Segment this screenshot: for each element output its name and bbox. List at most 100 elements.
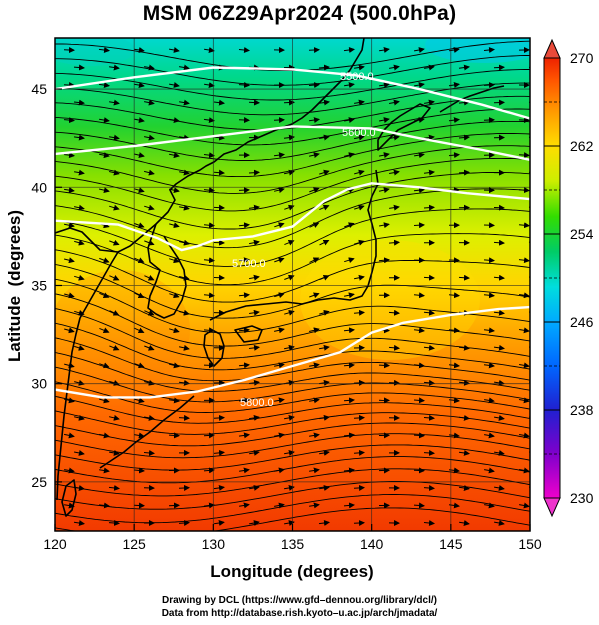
wind-arrow [423,485,435,491]
wind-arrow [73,134,85,141]
wind-arrow [458,449,470,456]
wind-arrow [389,169,400,176]
y-axis-title: Latitude (degrees) [5,210,24,362]
contour-5600.0 [55,125,530,161]
wind-arrow [319,134,330,141]
wind-arrow [309,502,320,509]
wind-arrow [413,467,425,474]
wind-arrow [213,449,225,456]
wind-arrow [133,152,145,159]
wind-arrow [144,310,155,316]
wind-arrow [203,152,215,159]
wind-arrow [458,64,470,71]
wind-arrow [249,274,260,281]
wind-arrow [389,64,400,71]
wind-arrow [519,467,530,474]
wind-arrow [213,484,225,491]
geopotential-contours: 5500.0 5600.0 5700.0 5800.0 [55,66,530,409]
wind-arrow [518,187,530,194]
wind-arrow [493,274,505,281]
wind-arrow [213,99,225,106]
wind-arrow [99,397,110,404]
wind-arrow [413,292,425,299]
streamline [55,82,530,116]
wind-arrow [169,117,180,124]
wind-arrow [249,309,260,316]
wind-arrow [168,432,180,439]
wind-arrow [99,292,110,299]
streamline [55,481,530,510]
streamline [55,69,530,101]
wind-arrow [319,274,330,281]
wind-arrow [108,520,120,526]
wind-arrow [73,64,85,71]
wind-arrow [483,292,495,299]
wind-arrow [99,432,110,439]
wind-arrow [378,257,390,264]
wind-arrow [354,274,365,281]
wind-arrow [483,257,495,264]
wind-arrow [108,414,120,421]
wind-arrow [64,292,75,299]
wind-arrow [344,117,355,124]
wind-arrow [134,397,145,404]
wind-arrow [308,117,320,124]
wind-arrow [169,47,180,53]
wind-arrow [134,362,145,369]
x-tick-label-140: 140 [360,536,384,552]
wind-arrow [239,502,250,509]
wind-arrow [203,432,215,439]
wind-arrow [379,47,390,53]
wind-arrow [249,239,260,246]
wind-arrow [238,222,250,229]
wind-arrow [493,239,505,246]
wind-arrow [274,397,285,404]
wind-arrow [493,309,505,316]
wind-arrow [413,327,425,334]
wind-arrow [248,99,260,106]
wind-arrow [144,134,155,141]
mainland-coast [55,38,365,253]
streamline [55,456,530,484]
wind-arrow [378,187,390,194]
wind-arrow [203,292,215,299]
wind-arrow [319,240,330,246]
wind-arrow [168,397,180,404]
streamline [55,108,530,146]
china-coast [56,251,119,501]
y-axis-ticks: 25 30 35 40 45 [31,81,62,490]
wind-arrow [318,64,330,71]
wind-arrow [178,520,190,526]
wind-arrow [354,99,365,106]
wind-arrow [273,117,285,124]
wind-arrow [274,467,285,474]
streamline [55,507,530,531]
wind-arrow [134,222,145,229]
japan-kyushu [203,329,225,367]
wind-arrow [134,117,145,123]
wind-arrow [309,397,320,404]
wind-arrow [389,99,400,106]
x-tick-label-135: 135 [281,536,305,552]
wind-arrow [309,362,320,369]
colorbar-label-230: 230 [570,490,594,506]
wind-arrow [519,432,530,439]
credit-line-data: Data from http://database.rish.kyoto–u.a… [161,608,438,619]
wind-arrow [309,222,320,228]
wind-arrow [203,187,215,194]
wind-arrow [64,362,75,369]
wind-arrow [134,82,145,89]
wind-arrow [238,362,250,369]
wind-arrow [144,204,155,211]
wind-arrow [178,414,190,421]
wind-arrow [343,432,355,439]
wind-arrow [273,152,285,159]
wind-arrow [458,169,470,176]
contour-label-5700.0: 5700.0 [232,258,266,270]
wind-arrow [493,344,505,351]
wind-arrow [388,379,400,386]
wind-arrow [178,484,190,491]
wind-arrow [249,484,260,491]
wind-arrow [214,520,225,526]
wind-arrow [423,379,435,386]
